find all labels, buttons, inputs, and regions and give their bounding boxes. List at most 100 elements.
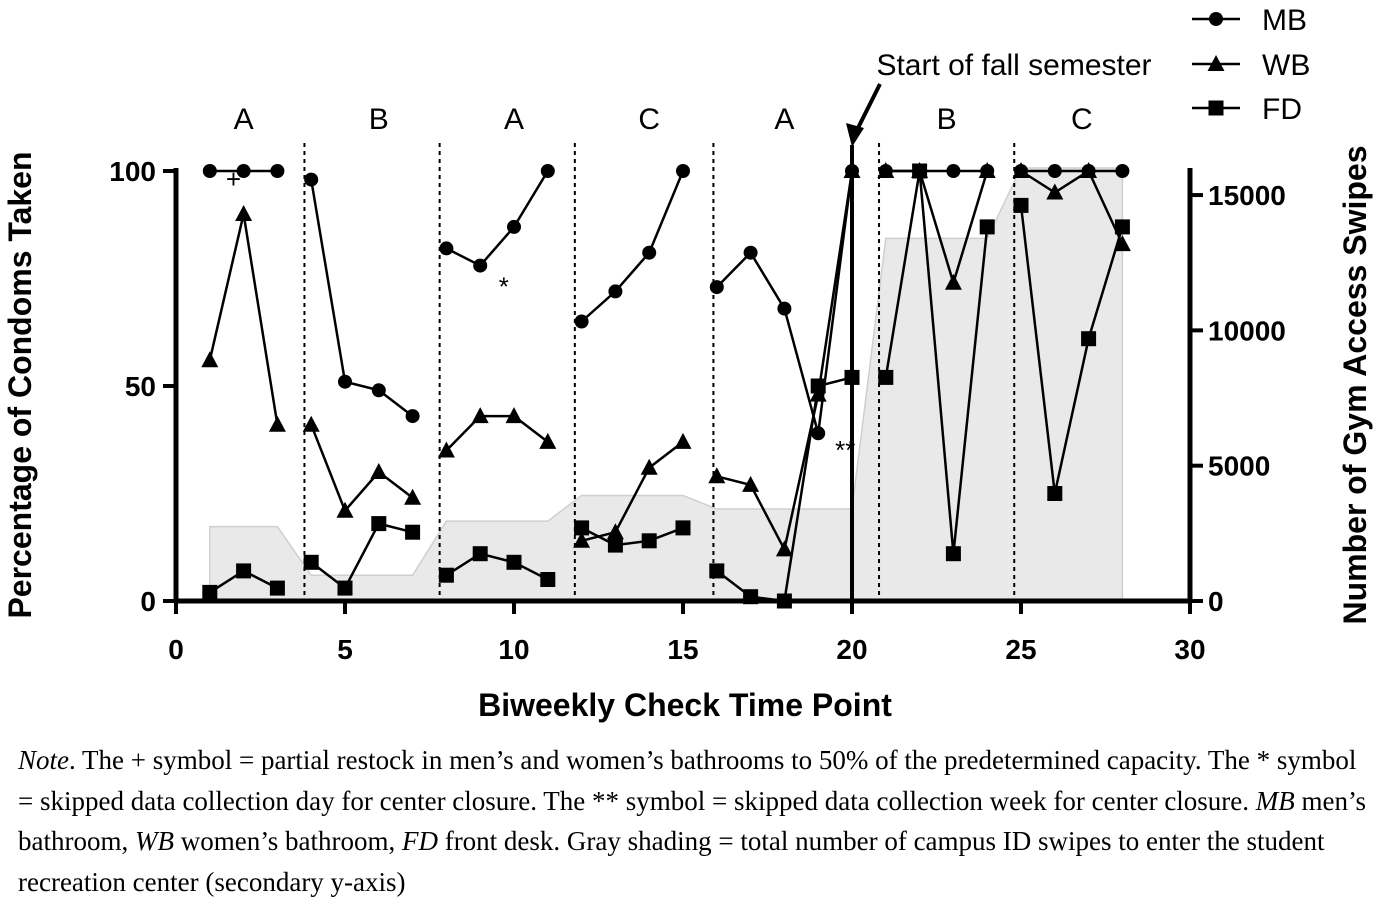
note-fd-text: front desk. Gray shading = total number …	[18, 826, 1325, 897]
legend-label-mb: MB	[1262, 4, 1307, 37]
note-wb-abbr: WB	[134, 826, 174, 856]
mb-point-11	[540, 164, 555, 178]
fd-point-7	[405, 524, 421, 540]
wb-point-9	[471, 407, 489, 424]
wb-point-10	[505, 407, 523, 424]
mb-point-13	[608, 284, 623, 299]
fd-line-segment-6	[884, 170, 989, 554]
wb-point-14	[640, 458, 658, 475]
x-tick-label-20: 20	[836, 634, 867, 665]
y2-tick-label-10000: 10000	[1208, 315, 1286, 346]
wb-line-segment-5	[716, 170, 854, 554]
fd-point-25	[1013, 197, 1029, 213]
mb-point-7	[405, 409, 420, 424]
mb-point-2	[236, 164, 251, 178]
note-text-1: . The + symbol = partial restock in men’…	[18, 745, 1357, 816]
phase-label-1: A	[234, 103, 254, 136]
wb-point-11	[539, 432, 557, 449]
mb-point-8	[439, 241, 454, 256]
wb-point-24	[978, 162, 996, 178]
annotation-symbol-1: +	[226, 164, 241, 194]
wb-point-3	[268, 415, 286, 432]
condom-uptake-chart: Start of fall semester 0 5 10 15 20 25 3005010…	[2, 4, 1373, 723]
fd-point-11	[540, 572, 556, 587]
mb-point-5	[338, 374, 352, 389]
semester-label: Start of fall semester	[876, 49, 1151, 82]
fd-point-13	[607, 537, 623, 553]
fd-point-12	[574, 520, 590, 536]
wb-point-18	[775, 540, 793, 557]
series-fd	[202, 163, 1130, 609]
wb-point-26	[1046, 183, 1064, 200]
wb-point-23	[944, 273, 962, 290]
wb-point-2	[235, 205, 253, 221]
wb-point-28	[1113, 235, 1131, 252]
fd-point-20	[844, 369, 860, 385]
annotation-symbol-3: **	[835, 435, 855, 465]
mb-point-4	[304, 172, 319, 187]
annotation-marker-layer: +***	[226, 164, 855, 465]
fd-point-15	[675, 520, 691, 536]
fd-point-9	[472, 546, 488, 562]
note-fd-abbr: FD	[401, 826, 438, 856]
mb-point-10	[507, 219, 521, 234]
y2-tick-label-5000: 5000	[1208, 451, 1270, 482]
fd-point-18	[776, 593, 792, 609]
x-tick-label-30: 30	[1174, 634, 1205, 665]
fd-point-5	[337, 580, 353, 596]
mb-point-16	[709, 280, 724, 295]
fd-point-16	[709, 563, 725, 579]
phase-label-7: C	[1071, 103, 1093, 136]
wb-point-8	[437, 441, 455, 458]
wb-point-16	[708, 467, 726, 484]
wb-point-15	[674, 432, 692, 449]
wb-line-segment-7	[1020, 169, 1124, 245]
y2-tick-label-0: 0	[1208, 586, 1224, 617]
note-mb-text: men’s bathroom,	[18, 785, 1367, 857]
fd-point-17	[743, 589, 759, 605]
wb-point-27	[1080, 162, 1098, 178]
x-axis-title: Biweekly Check Time Point	[478, 687, 892, 723]
note-mb-abbr: MB	[1255, 785, 1295, 816]
legend-marker-fd	[1208, 100, 1224, 116]
fd-point-24	[979, 219, 995, 235]
y2-tick-label-15000: 15000	[1208, 180, 1286, 211]
y-axis-title: Percentage of Condoms Taken	[2, 151, 38, 618]
mb-point-12	[574, 314, 589, 329]
fd-point-22	[912, 163, 928, 179]
fd-point-26	[1047, 486, 1063, 501]
mb-point-14	[642, 245, 657, 260]
fd-point-8	[438, 567, 454, 583]
phase-label-6: B	[937, 103, 957, 136]
fd-point-2	[236, 563, 252, 579]
phase-label-2: B	[369, 103, 389, 136]
mb-point-6	[371, 383, 386, 398]
fd-point-3	[269, 580, 285, 596]
annotation-symbol-2: *	[499, 272, 509, 302]
mb-line-segment-2	[309, 179, 414, 418]
wb-point-6	[370, 463, 388, 479]
fd-line-segment-4	[581, 526, 684, 547]
wb-line-segment-6	[885, 169, 989, 288]
fd-line-segment-7	[1019, 205, 1124, 494]
wb-line-segment-2	[310, 424, 414, 514]
mb-point-19	[811, 426, 826, 441]
phase-label-3: A	[504, 103, 524, 136]
mb-line-segment-3	[445, 170, 549, 268]
fd-point-10	[506, 554, 522, 570]
mb-point-28	[1115, 164, 1130, 178]
mb-point-18	[777, 301, 792, 316]
wb-point-1	[201, 351, 219, 368]
x-tick-label-5: 5	[337, 634, 353, 665]
legend-label-wb: WB	[1262, 49, 1310, 82]
wb-point-13	[606, 523, 624, 540]
fd-point-27	[1081, 331, 1097, 347]
phase-label-5: A	[774, 103, 794, 136]
phase-label-4: C	[638, 103, 660, 136]
wb-point-12	[573, 531, 591, 548]
legend-marker-mb	[1209, 12, 1223, 26]
semester-arrow-head	[846, 123, 864, 147]
mb-point-3	[270, 164, 285, 178]
